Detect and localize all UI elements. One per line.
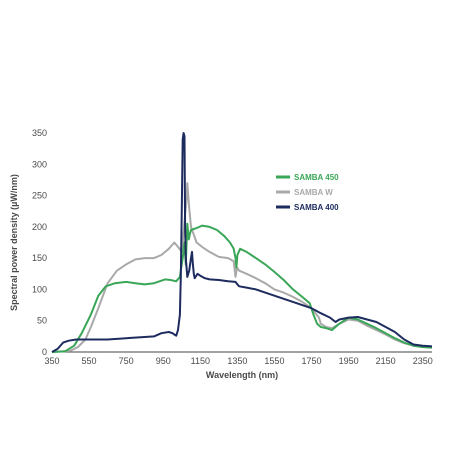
legend-label: SAMBA 450: [294, 173, 339, 182]
y-tick-label: 0: [42, 347, 47, 357]
series-lines: [51, 132, 433, 353]
legend-label: SAMBA 400: [294, 203, 339, 212]
y-tick-label: 100: [32, 284, 47, 294]
legend: SAMBA 450 SAMBA W SAMBA 400: [276, 173, 339, 212]
x-tick-label: 1550: [264, 356, 284, 366]
series-line-samba-400: [51, 132, 433, 353]
y-tick-label: 200: [32, 222, 47, 232]
series-line-samba-450: [51, 222, 433, 353]
x-tick-labels: 350 550 750 950 1150 1350 1550 1750 1950 2150 2350: [44, 356, 432, 366]
x-tick-label: 2150: [376, 356, 396, 366]
y-tick-label: 300: [32, 159, 47, 169]
y-tick-labels: 0 50 100 150 200 250 300 350: [32, 128, 47, 357]
y-tick-label: 150: [32, 253, 47, 263]
y-tick-label: 250: [32, 191, 47, 201]
x-tick-label: 750: [119, 356, 134, 366]
x-tick-label: 1350: [227, 356, 247, 366]
x-tick-label: 1750: [301, 356, 321, 366]
y-axis-label: Spectral power density (µW/nm): [9, 174, 19, 311]
series-line-samba-w: [51, 182, 433, 353]
x-tick-label: 2350: [413, 356, 433, 366]
y-tick-label: 50: [37, 316, 47, 326]
x-tick-label: 950: [156, 356, 171, 366]
x-tick-label: 550: [82, 356, 97, 366]
x-axis-label: Wavelength (nm): [206, 370, 278, 380]
x-tick-label: 1150: [191, 356, 210, 366]
y-tick-label: 350: [32, 128, 47, 138]
x-tick-label: 350: [44, 356, 59, 366]
legend-label: SAMBA W: [294, 188, 333, 197]
x-tick-label: 1950: [339, 356, 359, 366]
